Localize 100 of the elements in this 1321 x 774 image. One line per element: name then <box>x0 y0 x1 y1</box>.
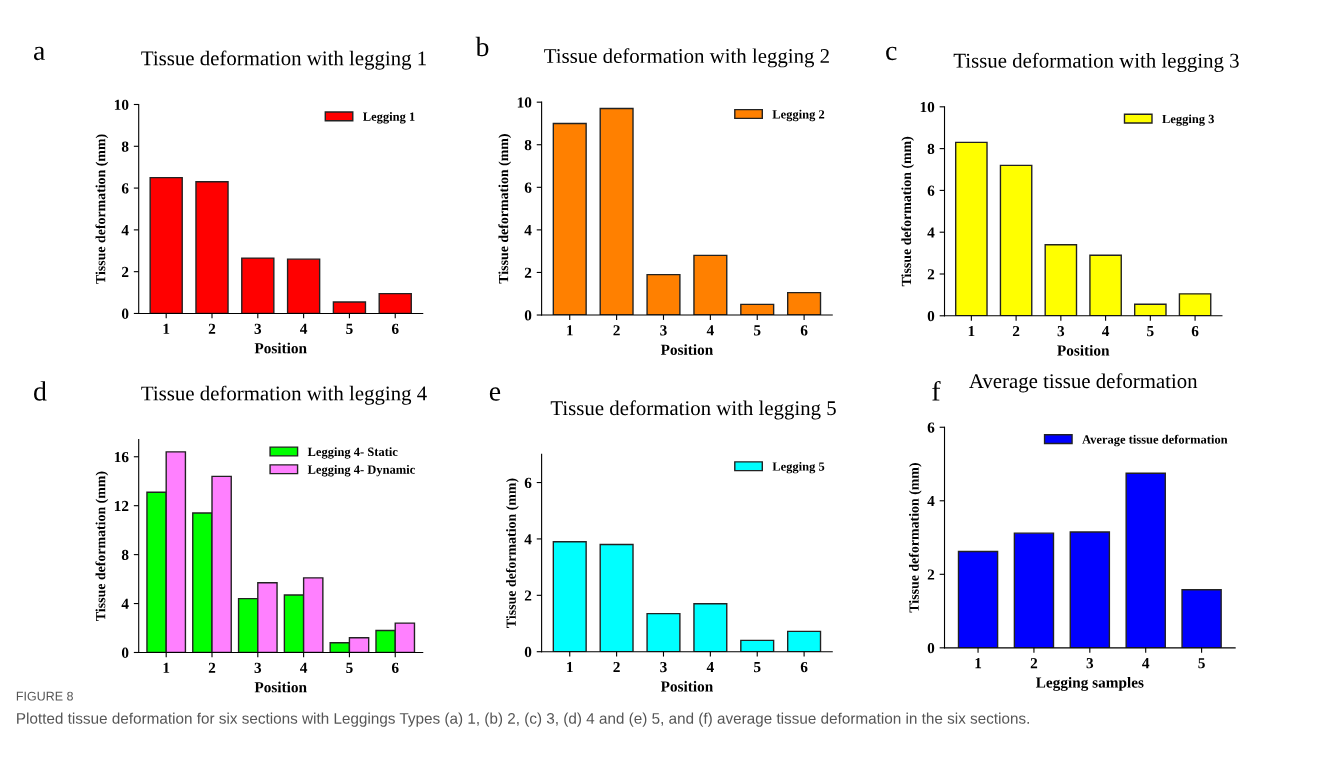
x-tick-label: 5 <box>1147 326 1154 337</box>
y-tick-label: 4 <box>927 227 935 238</box>
bar <box>599 107 634 316</box>
bar <box>241 257 275 314</box>
bar <box>1069 531 1111 648</box>
y-tick-label: 6 <box>524 182 532 193</box>
x-tick-label: 3 <box>254 323 262 334</box>
caption: FIGURE 8 <box>16 691 73 701</box>
bar <box>1125 472 1166 648</box>
text: f <box>932 380 941 401</box>
bar <box>693 603 728 652</box>
x-tick-label: 2 <box>1012 326 1020 337</box>
x-tick-label: 2 <box>1030 658 1038 669</box>
bar <box>957 550 999 648</box>
text: a <box>34 46 45 61</box>
y-tick-label: 8 <box>121 549 129 561</box>
x-tick-label: 6 <box>800 325 808 336</box>
x-tick-label: 4 <box>1101 326 1110 337</box>
y-axis-title: Tissue deformation (mm) <box>908 463 922 613</box>
y-tick-label: 0 <box>121 308 129 319</box>
chart-title: Tissue deformation with legging 3 <box>953 52 1239 72</box>
x-tick-label: 1 <box>567 325 573 336</box>
x-tick-label: 2 <box>208 662 216 673</box>
chart-title: Tissue deformation with legging 4 <box>141 385 427 405</box>
y-tick-label: 8 <box>524 139 532 151</box>
bar <box>286 258 321 314</box>
y-axis-title: Tissue deformation (mm) <box>95 134 109 284</box>
y-axis-title: Tissue deformation (mm) <box>901 136 914 287</box>
y-tick-label: 0 <box>121 647 129 658</box>
y-tick-label: 10 <box>114 99 129 110</box>
bar <box>195 181 229 314</box>
y-tick-label: 6 <box>927 185 935 196</box>
bar <box>955 141 988 316</box>
y-tick-label: 2 <box>121 266 129 277</box>
x-tick-label: 2 <box>208 323 216 334</box>
bar <box>693 254 728 316</box>
y-tick-label: 4 <box>121 598 129 609</box>
bar <box>552 122 587 316</box>
x-tick-label: 4 <box>1142 658 1150 669</box>
text: e <box>489 387 501 401</box>
x-tick-label: 3 <box>660 661 667 673</box>
y-tick-label: 2 <box>524 590 532 601</box>
legend-label: Legging 2 <box>772 109 825 122</box>
y-tick-label: 4 <box>524 534 532 545</box>
chart-title: Average tissue deformation <box>969 373 1198 393</box>
bar <box>1181 589 1222 648</box>
x-axis-title: Legging samples <box>1035 676 1144 691</box>
x-tick-label: 2 <box>613 325 620 336</box>
y-tick-label: 0 <box>524 646 532 658</box>
x-tick-label: 6 <box>800 661 808 673</box>
y-tick-label: 8 <box>121 141 129 152</box>
y-tick-label: 16 <box>114 451 129 463</box>
y-tick-label: 4 <box>524 225 532 236</box>
y-tick-label: 0 <box>524 310 532 321</box>
legend-label: Legging 4- Dynamic <box>307 464 415 477</box>
chart-title: Tissue deformation with legging 1 <box>141 50 426 70</box>
bar <box>552 541 587 652</box>
bar <box>599 543 634 652</box>
bar <box>1133 303 1167 316</box>
bar <box>787 630 822 652</box>
x-tick-label: 3 <box>254 662 262 673</box>
text: Plotted tissue deformation for six sections with Leggings Types (a) 1, (b) 2, (c) 3, (d) 4 and (e) 5, and (f) average tissue deformation in the six sections. <box>17 712 1029 727</box>
y-tick-label: 6 <box>524 477 532 488</box>
x-tick-label: 5 <box>346 323 353 334</box>
x-tick-label: 1 <box>163 662 170 673</box>
y-tick-label: 10 <box>920 101 935 113</box>
x-tick-label: 3 <box>660 325 667 336</box>
bar <box>1044 244 1078 316</box>
y-axis-title: Tissue deformation (mm) <box>498 134 512 284</box>
text: c <box>886 46 897 61</box>
x-tick-label: 2 <box>613 661 620 673</box>
legend-label: Legging 1 <box>363 112 415 124</box>
y-tick-label: 6 <box>121 183 129 194</box>
x-axis-title: Position <box>254 342 307 354</box>
text: d <box>34 381 47 401</box>
y-axis-title: Tissue deformation (mm) <box>95 471 109 621</box>
chart-title: Tissue deformation with legging 2 <box>544 48 829 68</box>
legend-label: Average tissue deformation <box>1082 434 1228 447</box>
bar <box>332 301 367 314</box>
x-tick-label: 5 <box>754 662 761 673</box>
bar <box>149 176 183 314</box>
x-axis-title: Position <box>660 344 714 355</box>
chart-title: Tissue deformation with legging 5 <box>550 400 836 420</box>
x-tick-label: 1 <box>163 323 170 334</box>
bar <box>646 273 681 316</box>
x-tick-label: 6 <box>391 662 399 673</box>
legend-label: Legging 4- Static <box>307 447 398 459</box>
y-tick-label: 8 <box>927 143 935 155</box>
y-tick-label: 6 <box>927 422 935 433</box>
bar <box>787 291 822 316</box>
x-tick-label: 4 <box>300 323 308 334</box>
x-tick-label: 3 <box>1057 326 1065 337</box>
bar <box>646 612 681 652</box>
text: b <box>475 36 489 57</box>
x-tick-label: 4 <box>706 325 714 336</box>
bar <box>999 164 1033 316</box>
x-tick-label: 6 <box>1191 326 1199 337</box>
x-tick-label: 5 <box>346 662 353 673</box>
bar <box>1178 293 1212 316</box>
y-tick-label: 10 <box>517 97 532 108</box>
